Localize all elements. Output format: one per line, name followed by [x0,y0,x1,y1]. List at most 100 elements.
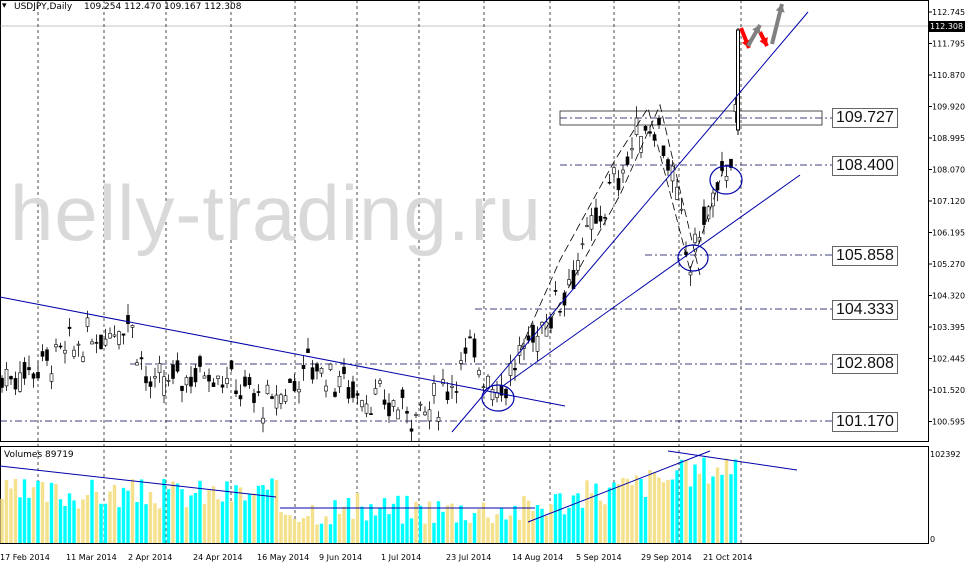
candle-body [526,335,531,341]
volume-bar [450,503,454,543]
volume-bar [432,522,436,543]
volume-bar [418,505,423,543]
candle-body [571,269,576,289]
candle-body [598,215,603,222]
volume-bar [643,496,648,543]
candle-body [706,206,711,220]
candle-body [666,159,670,171]
volume-bar [121,487,126,543]
candle-body [193,368,198,383]
volume-bar [180,489,184,543]
volume-bar [261,485,265,543]
volume-bar [490,522,495,543]
volume-bar [531,511,535,543]
trendline-descending [0,296,566,407]
candle-body [459,360,463,364]
volume-bar [378,508,382,543]
candle-body [355,393,360,396]
volume-bar [468,522,472,543]
volume-bar [333,500,337,543]
current-price-tag: 112.308 [928,21,966,32]
candle-body [121,333,126,336]
volume-bar [675,470,679,543]
wave-path-dashed [519,107,726,351]
volume-bar [616,484,621,543]
volume-bar [99,503,103,543]
candle-body [315,363,319,372]
date-axis-label: 17 Feb 2014 [0,553,50,562]
candle-body [351,381,355,398]
candle-body [711,192,715,207]
volume-bar [603,504,607,543]
candle-body [477,370,481,376]
volume-bar [198,480,202,543]
volume-bar [373,515,378,543]
volume-bar [607,487,612,543]
volume-bar [657,477,661,543]
candle-body [45,349,49,361]
price-axis-label: 109.920 [932,103,965,112]
volume-bar [13,478,18,543]
trendline-ascending-steep [451,11,809,433]
candle-body [481,386,486,389]
candle-body [202,375,207,379]
candle-body [441,379,445,385]
candle-body [31,373,36,379]
price-axis-label: 108.070 [932,166,965,175]
level-label: 105.858 [832,246,898,266]
volume-bar [445,505,450,543]
candle-body [22,362,27,379]
candle-body [621,169,625,174]
volume-bar [495,514,499,543]
candle-body [238,395,243,400]
candle-body [76,343,81,346]
candle-body [112,334,117,337]
candle-body [607,181,612,184]
level-label: 101.170 [832,412,898,432]
volume-bar [252,493,256,543]
volume-bar [108,491,112,543]
chart-menu-icon[interactable]: ▾ [2,1,7,11]
date-axis-label: 5 Sep 2014 [576,553,622,562]
volume-max-label: 102392 [930,450,961,459]
candle-body [693,233,697,243]
volume-bar [540,508,544,543]
candle-body [252,393,256,403]
date-axis-label: 2 Apr 2014 [128,553,172,562]
volume-bar [423,523,427,543]
candle-body [531,324,535,343]
volume-bar [724,458,729,543]
volume-bar [459,505,463,543]
candle-body [265,384,270,395]
candle-body [625,156,630,165]
volume-bar [328,524,333,543]
volume-bar [256,485,261,543]
volume-bar [733,459,738,543]
volume-bar [162,478,166,543]
volume-bar [477,509,481,543]
volume-bar [436,501,441,543]
candle-body [108,333,112,339]
candle-body [40,351,45,357]
candle-body [616,178,621,191]
price-axis-label: 105.270 [932,260,965,269]
candle-body [99,334,103,350]
trendline-ascending [499,174,801,389]
candle-body [454,391,459,393]
candle-body [72,349,76,357]
volume-bar [711,476,715,543]
volume-bar [148,492,153,543]
level-label: 108.400 [832,156,898,176]
volume-bar [364,520,369,543]
candle-body [184,377,189,386]
candle-body [585,225,589,227]
candle-body [292,381,297,392]
candle-body [490,389,495,401]
volume-bar [508,515,513,543]
date-axis-label: 1 Jul 2014 [381,553,421,562]
candle-body [18,372,22,392]
volume-bar [472,513,477,543]
candle-body [702,206,706,225]
candle-body [247,377,252,385]
